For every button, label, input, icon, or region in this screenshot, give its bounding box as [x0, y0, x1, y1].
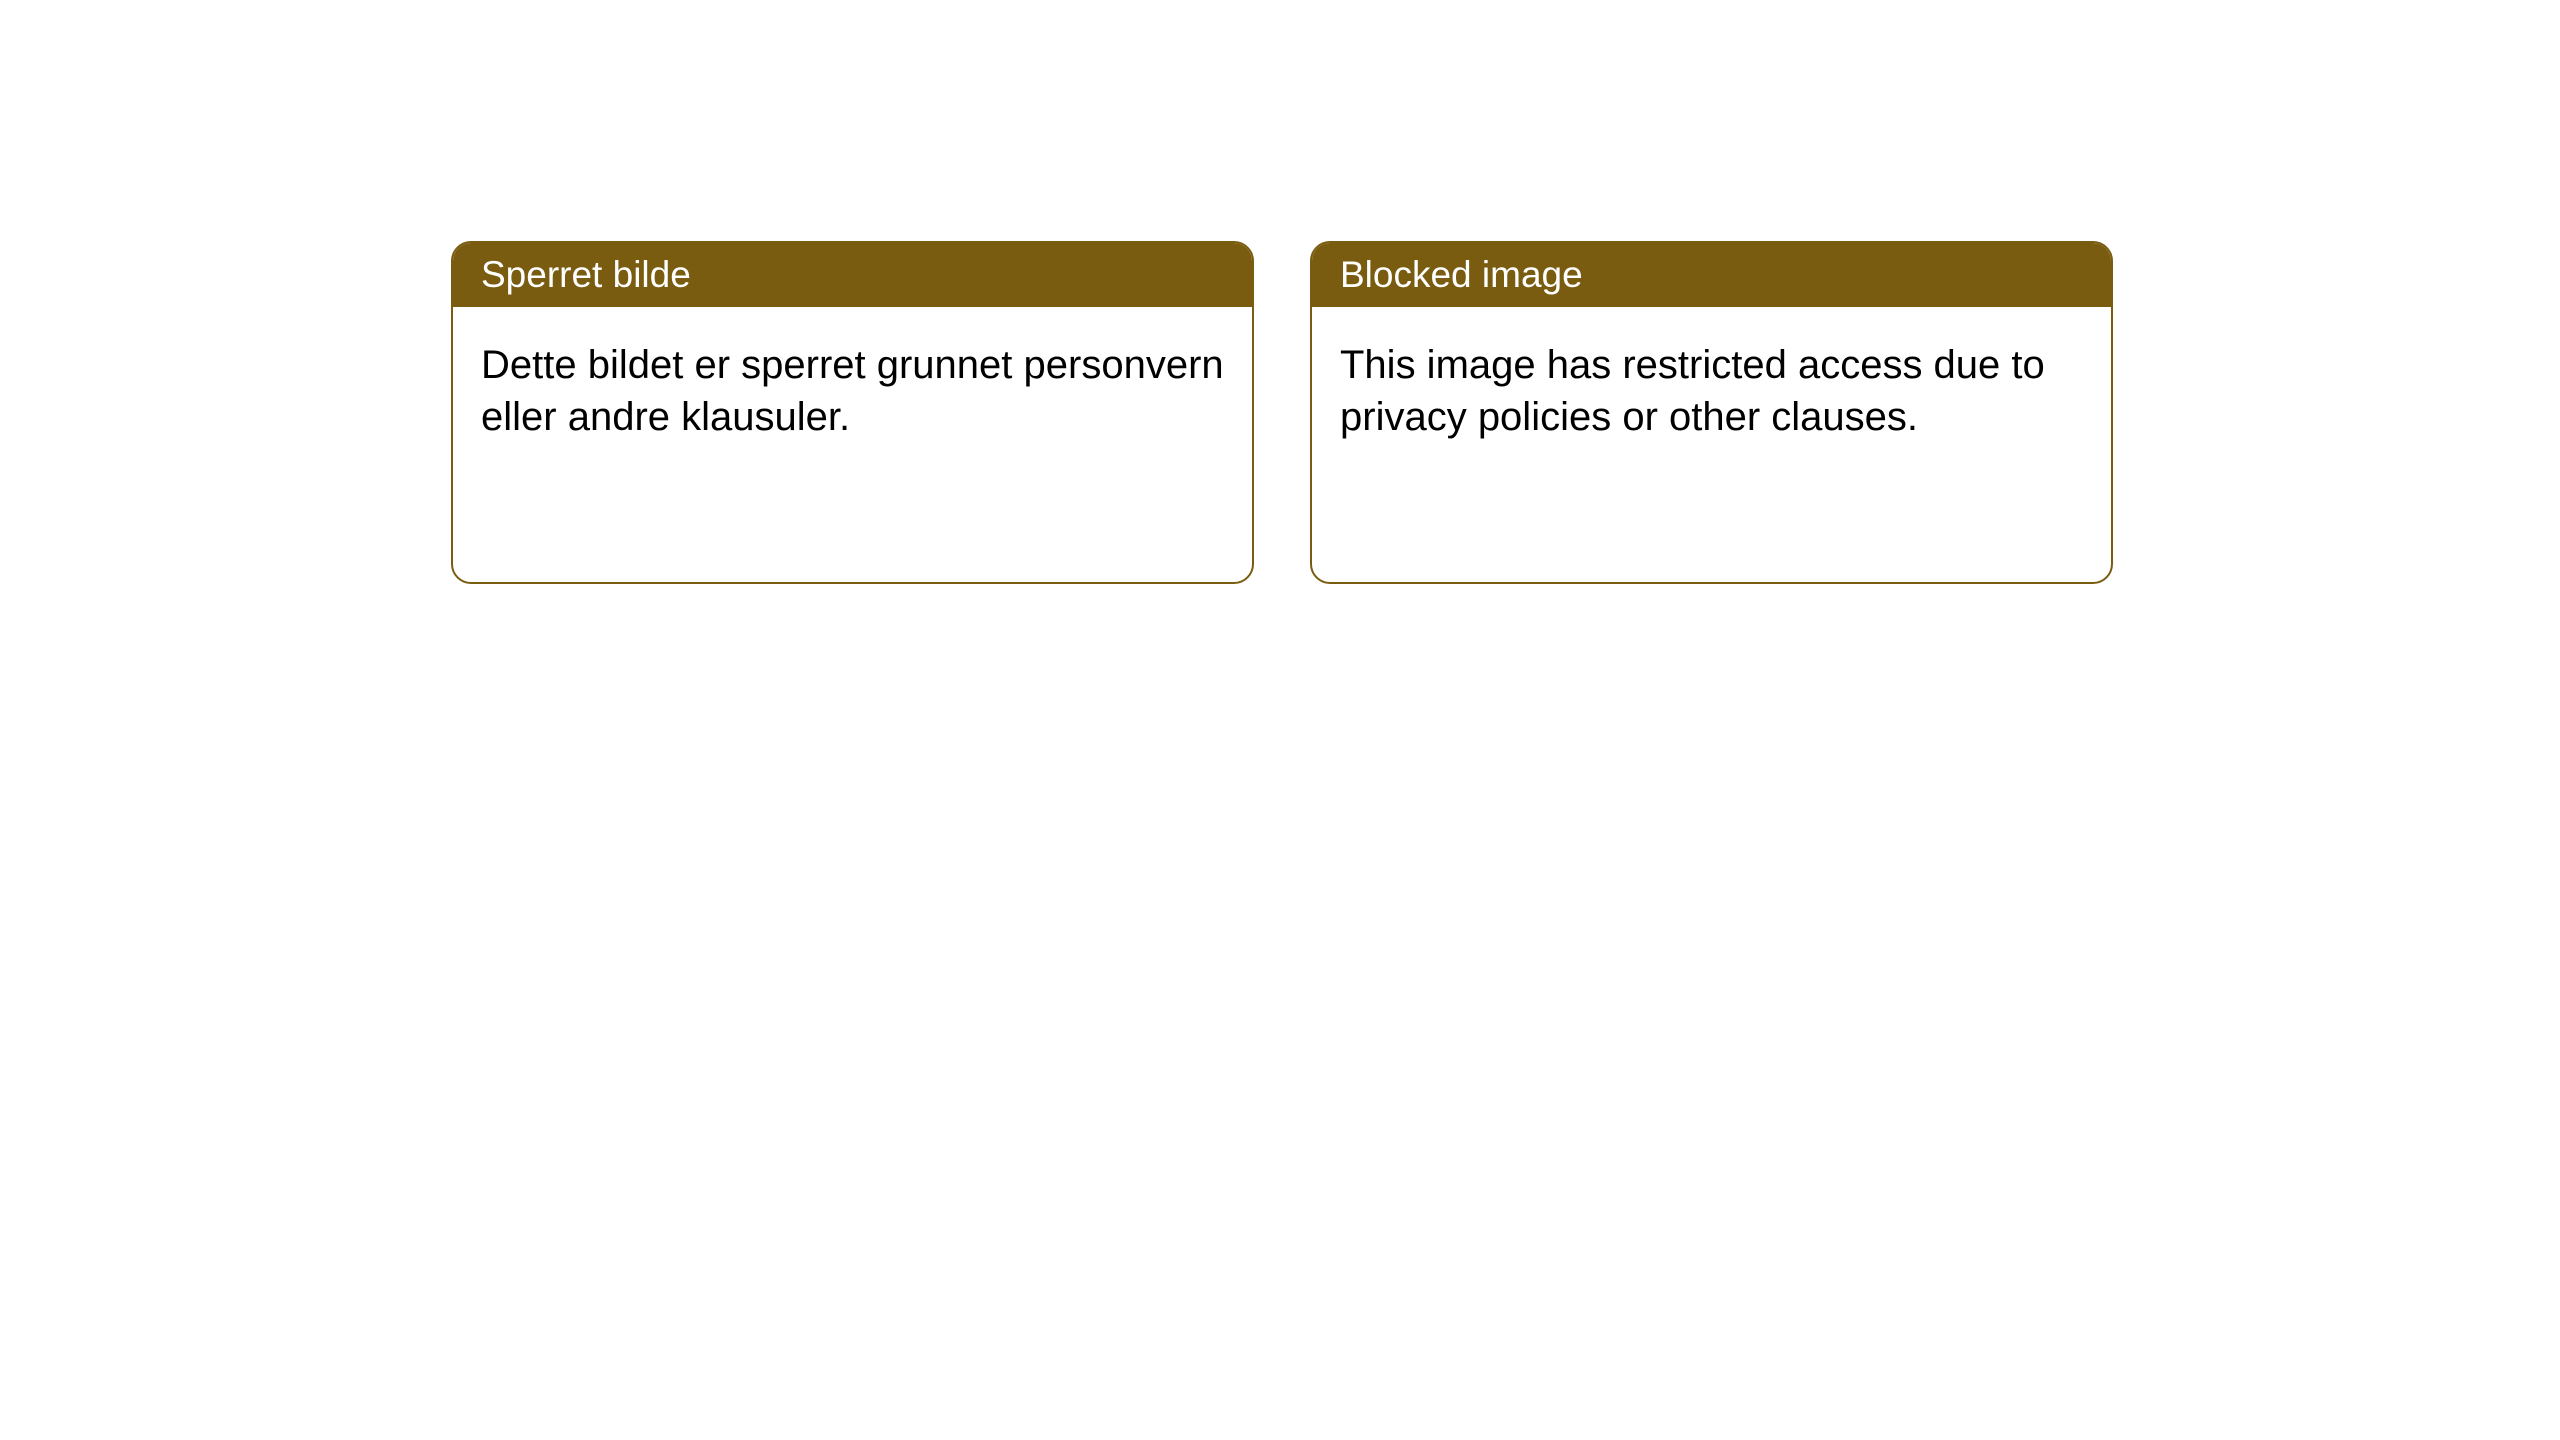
card-header: Blocked image [1312, 243, 2111, 307]
card-title: Sperret bilde [481, 254, 691, 295]
card-title: Blocked image [1340, 254, 1583, 295]
notice-card-english: Blocked image This image has restricted … [1310, 241, 2113, 584]
card-body-text: This image has restricted access due to … [1340, 343, 2045, 439]
card-header: Sperret bilde [453, 243, 1252, 307]
card-body: This image has restricted access due to … [1312, 307, 2111, 582]
card-body: Dette bildet er sperret grunnet personve… [453, 307, 1252, 582]
notice-card-norwegian: Sperret bilde Dette bildet er sperret gr… [451, 241, 1254, 584]
card-body-text: Dette bildet er sperret grunnet personve… [481, 343, 1224, 439]
notice-cards-container: Sperret bilde Dette bildet er sperret gr… [451, 241, 2113, 584]
